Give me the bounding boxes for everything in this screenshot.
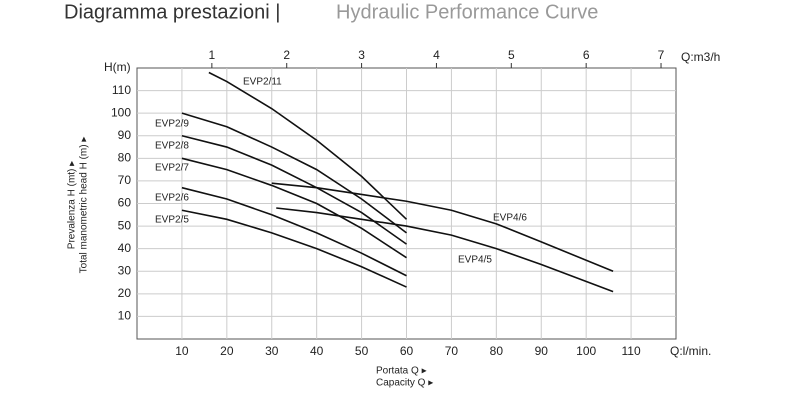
chart-title: Diagramma prestazioni | — [64, 1, 280, 23]
series-line — [181, 209, 407, 288]
x-label: Capacity Q ▸ — [376, 378, 433, 389]
y-tick-label: 20 — [118, 286, 132, 300]
series-label: EVP2/7 — [155, 163, 189, 174]
x-tick-label: 90 — [535, 344, 549, 358]
series-line — [181, 112, 407, 234]
y-tick-label: 10 — [118, 309, 132, 323]
y-tick-label: 80 — [118, 151, 132, 165]
x-tick-label: 40 — [310, 344, 324, 358]
x-tick-label: 60 — [400, 344, 414, 358]
x-unit: Q:l/min. — [670, 344, 711, 358]
series-label: EVP2/5 — [155, 215, 189, 226]
series-line — [181, 186, 407, 277]
x-tick-label: 10 — [175, 344, 189, 358]
series-line — [181, 134, 407, 245]
x-tick-label: 110 — [622, 344, 641, 358]
series-line — [208, 71, 408, 220]
x-tick-label: 70 — [445, 344, 459, 358]
y-label: Total manometric head H (m) ▸ — [79, 137, 90, 274]
series-line — [276, 207, 614, 293]
series-label: EVP2/11 — [243, 77, 282, 88]
x-tick-label: 30 — [265, 344, 279, 358]
x2-tick-label: 6 — [583, 48, 590, 62]
y-tick-label: 30 — [118, 263, 132, 277]
series-label: EVP2/8 — [155, 141, 189, 152]
x-tick-label: 80 — [490, 344, 504, 358]
series-label: EVP4/6 — [493, 213, 527, 224]
chart-subtitle: Hydraulic Performance Curve — [336, 1, 598, 23]
x-label: Portata Q ▸ — [376, 366, 427, 377]
x-tick-label: 100 — [576, 344, 596, 358]
x2-tick-label: 5 — [508, 48, 515, 62]
y-tick-label: 110 — [112, 83, 131, 97]
x-tick-label: 50 — [355, 344, 369, 358]
series-line — [271, 182, 614, 272]
x2-tick-label: 3 — [358, 48, 365, 62]
series-label: EVP2/6 — [155, 193, 189, 204]
y-tick-label: 60 — [118, 196, 132, 210]
x2-unit: Q:m3/h — [681, 50, 720, 64]
x2-tick-label: 1 — [209, 48, 216, 62]
y-label: Prevalenza H (mt) ▸ — [67, 161, 78, 249]
y-tick-label: 50 — [118, 218, 132, 232]
y-tick-label: 90 — [118, 128, 132, 142]
x2-tick-label: 7 — [658, 48, 665, 62]
y-tick-label: 100 — [111, 105, 131, 119]
y-tick-label: 40 — [118, 241, 132, 255]
series-line — [181, 157, 407, 259]
series-label: EVP2/9 — [155, 119, 189, 130]
x2-tick-label: 2 — [283, 48, 290, 62]
x-tick-label: 20 — [220, 344, 234, 358]
x2-tick-label: 4 — [433, 48, 440, 62]
y-unit: H(m) — [104, 60, 131, 74]
series-label: EVP4/5 — [458, 255, 492, 266]
y-tick-label: 70 — [118, 173, 132, 187]
